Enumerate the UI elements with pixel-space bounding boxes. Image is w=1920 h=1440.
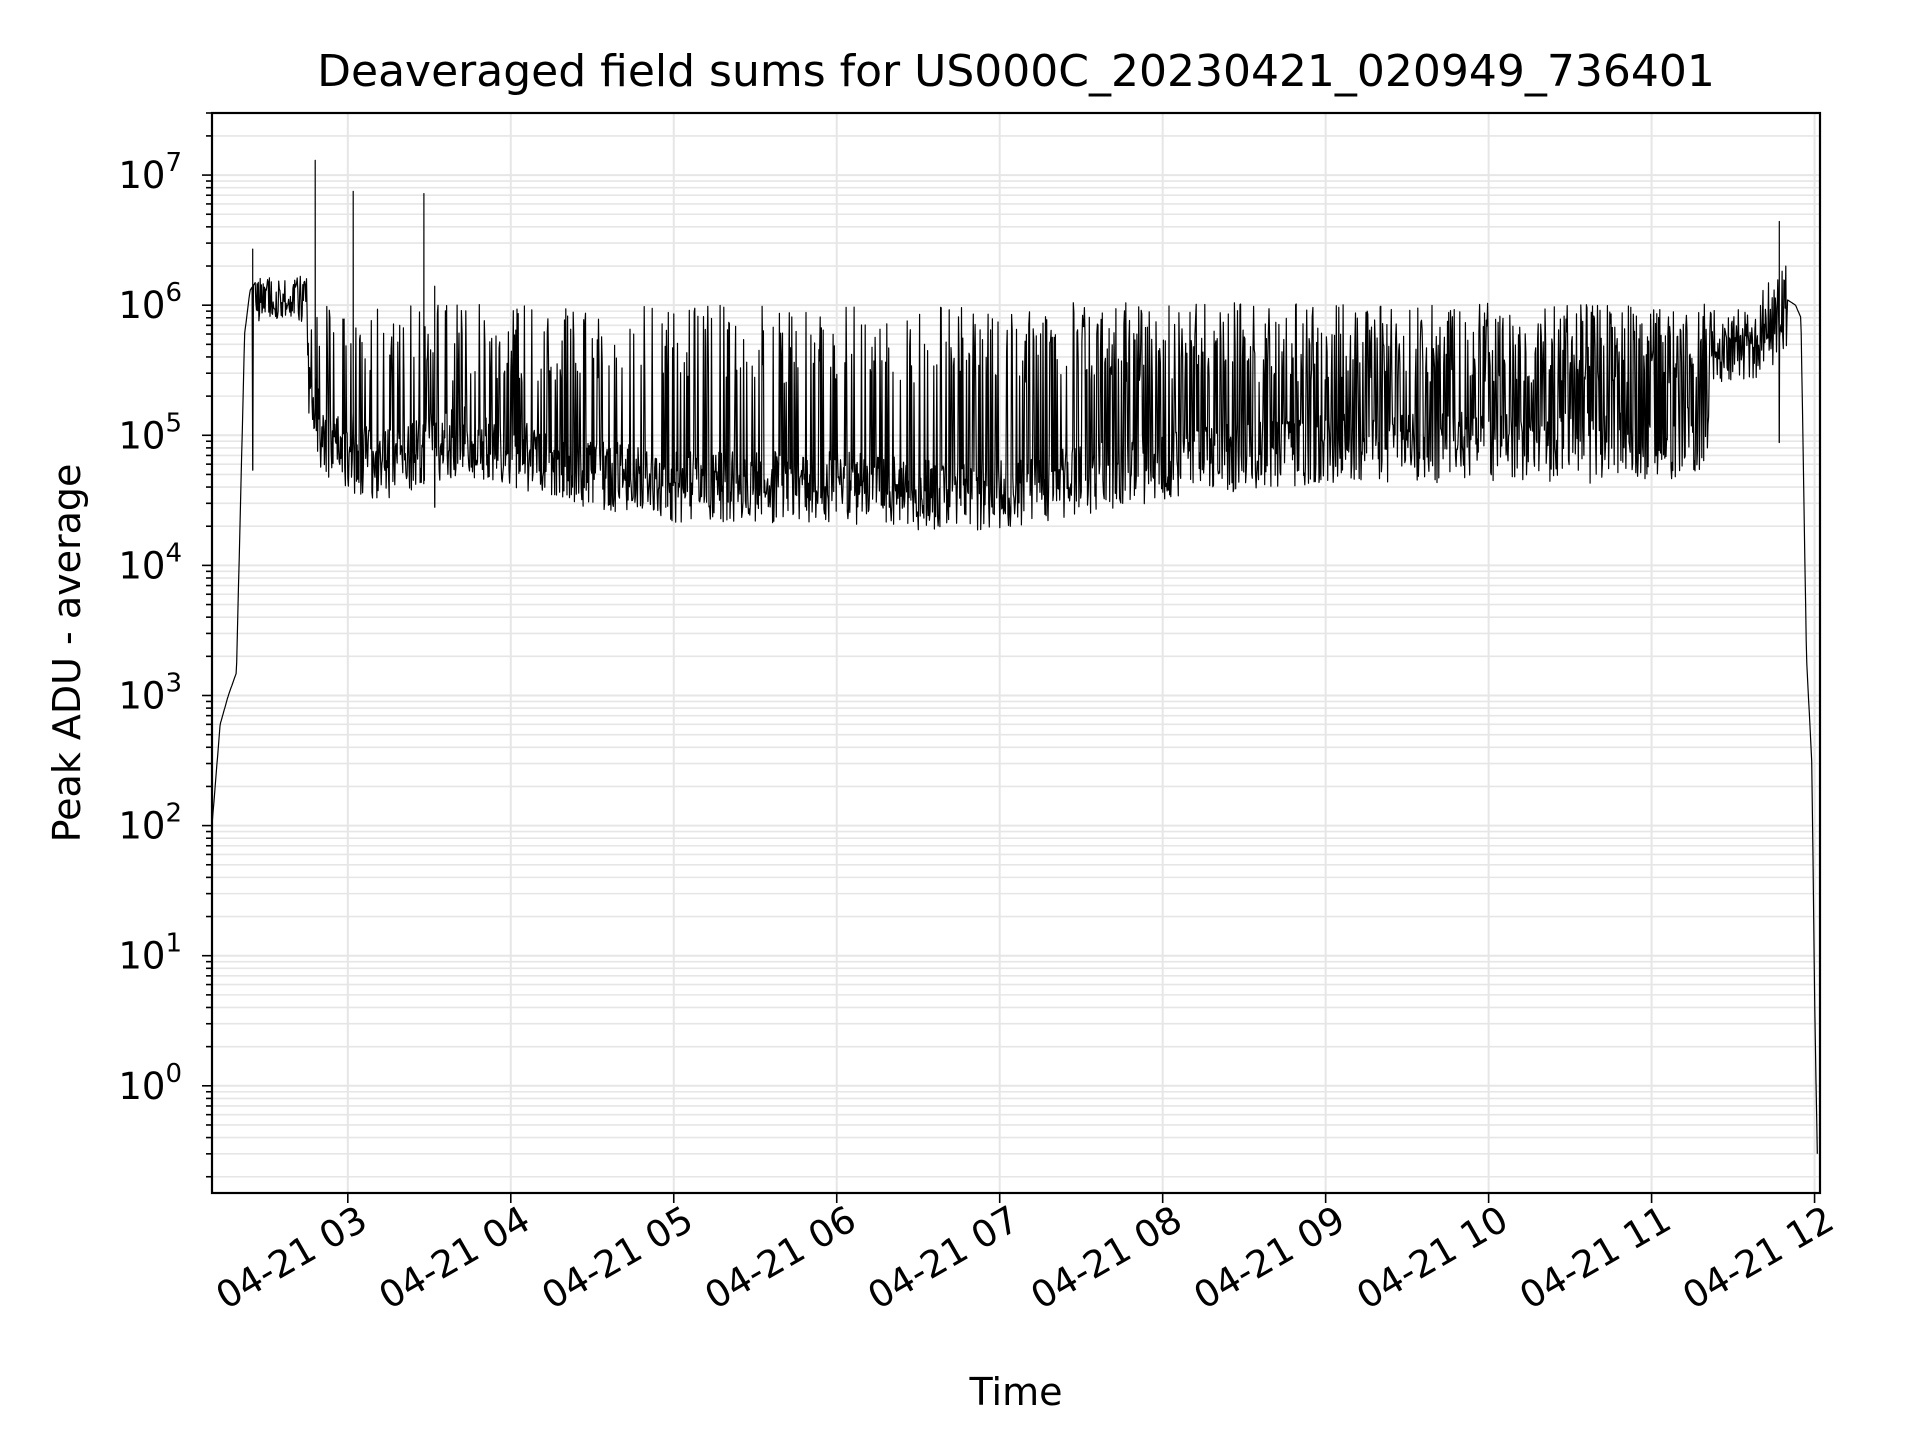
y-tick-label: 104 — [118, 538, 182, 587]
y-tick-label: 100 — [118, 1059, 182, 1108]
y-tick-label: 102 — [118, 799, 182, 848]
plot-frame — [210, 111, 1822, 1195]
y-tick-label: 106 — [118, 278, 182, 327]
y-axis-ticks: 100 101 102 103 104 105 106 107 — [118, 112, 212, 1178]
chart-title: Deaveraged field sums for US000C_2023042… — [317, 46, 1715, 97]
y-tick-label: 107 — [118, 148, 182, 197]
plot-series — [211, 159, 1818, 1154]
y-tick-label: 101 — [118, 929, 182, 978]
x-axis-label: Time — [969, 1370, 1063, 1414]
y-tick-label: 105 — [118, 408, 182, 457]
series-line — [211, 159, 1818, 1154]
y-axis-label: Peak ADU - average — [45, 464, 89, 843]
y-tick-label: 103 — [118, 668, 182, 717]
